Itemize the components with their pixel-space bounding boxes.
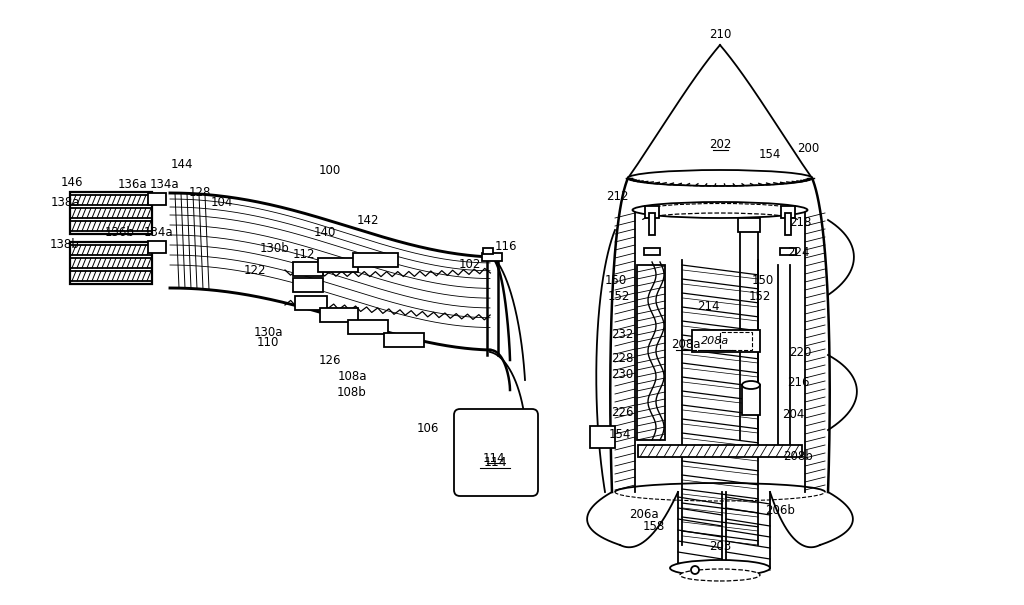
Text: 214: 214	[696, 301, 719, 313]
Bar	[644, 248, 660, 255]
Text: 116: 116	[495, 240, 517, 252]
Text: 110: 110	[257, 336, 280, 350]
Text: 216: 216	[786, 376, 809, 388]
Text: 114: 114	[483, 456, 507, 468]
Circle shape	[691, 566, 699, 574]
Bar	[780, 248, 796, 255]
Bar	[649, 213, 655, 235]
Text: 154: 154	[759, 148, 781, 162]
Text: 138b: 138b	[50, 238, 80, 252]
Text: 208a: 208a	[700, 336, 729, 346]
Bar	[692, 330, 760, 352]
Bar	[148, 193, 166, 205]
Text: 218: 218	[788, 215, 811, 229]
Ellipse shape	[633, 202, 808, 218]
Bar	[384, 333, 424, 347]
Text: 122: 122	[244, 264, 266, 276]
Text: 210: 210	[709, 28, 731, 42]
Bar	[781, 206, 795, 218]
Text: 152: 152	[749, 290, 771, 302]
Text: 136a: 136a	[117, 178, 146, 192]
Bar	[319, 308, 358, 322]
Bar	[70, 271, 152, 281]
Bar	[645, 206, 659, 218]
Bar	[483, 248, 493, 254]
FancyBboxPatch shape	[454, 409, 538, 496]
Text: 104: 104	[211, 195, 233, 209]
Text: 108a: 108a	[337, 370, 367, 384]
Text: 152: 152	[608, 290, 630, 302]
Bar	[637, 265, 665, 440]
Text: 224: 224	[786, 246, 809, 260]
Text: 112: 112	[293, 247, 315, 261]
Text: 138a: 138a	[50, 195, 80, 209]
Text: 130a: 130a	[253, 325, 283, 339]
Text: 232: 232	[610, 329, 633, 341]
Bar	[318, 258, 358, 272]
Text: 146: 146	[60, 177, 83, 189]
Text: 114: 114	[482, 451, 505, 465]
Text: 140: 140	[313, 226, 336, 240]
Bar	[70, 208, 152, 218]
Text: 150: 150	[605, 273, 627, 287]
Text: 202: 202	[709, 139, 731, 151]
Bar	[293, 278, 323, 292]
Text: 200: 200	[797, 142, 819, 154]
Bar	[720, 332, 752, 350]
Text: 230: 230	[611, 368, 633, 382]
Bar	[590, 426, 615, 448]
Text: 212: 212	[606, 191, 629, 203]
Bar	[293, 262, 323, 276]
Text: 108b: 108b	[337, 387, 367, 399]
Text: 226: 226	[610, 407, 633, 419]
Ellipse shape	[670, 560, 770, 576]
Text: 144: 144	[171, 159, 194, 171]
Text: 206a: 206a	[629, 508, 658, 520]
Text: 154: 154	[609, 428, 631, 440]
Text: 220: 220	[788, 347, 811, 359]
Text: 134a: 134a	[143, 226, 173, 240]
Bar	[742, 385, 760, 415]
Text: 102: 102	[459, 258, 481, 272]
Text: 130b: 130b	[260, 241, 290, 255]
Bar	[70, 195, 152, 205]
Bar	[785, 213, 791, 235]
Text: 134a: 134a	[150, 178, 179, 192]
Bar	[70, 221, 152, 231]
Text: 203: 203	[709, 540, 731, 554]
Bar	[70, 192, 152, 234]
Bar	[70, 245, 152, 255]
Text: 136b: 136b	[105, 226, 135, 240]
Bar	[738, 218, 760, 232]
Text: 204: 204	[781, 408, 804, 422]
Bar	[353, 253, 398, 267]
Bar	[348, 320, 388, 334]
Ellipse shape	[680, 569, 760, 581]
Text: 126: 126	[318, 353, 341, 367]
Text: 208b: 208b	[783, 451, 813, 463]
Text: 128: 128	[188, 186, 211, 198]
Bar	[70, 242, 152, 284]
Bar	[482, 253, 502, 261]
Text: 106: 106	[417, 422, 439, 434]
Bar	[148, 241, 166, 253]
Text: 142: 142	[356, 215, 379, 227]
Ellipse shape	[742, 381, 760, 389]
Bar	[70, 258, 152, 268]
Text: 206b: 206b	[765, 503, 795, 517]
Text: 100: 100	[318, 163, 341, 177]
Text: 158: 158	[643, 520, 666, 532]
Text: 208a: 208a	[672, 339, 700, 352]
Text: 150: 150	[752, 273, 774, 287]
Text: 228: 228	[610, 352, 633, 364]
Ellipse shape	[628, 170, 812, 186]
Bar	[295, 296, 327, 310]
Bar	[638, 445, 802, 457]
